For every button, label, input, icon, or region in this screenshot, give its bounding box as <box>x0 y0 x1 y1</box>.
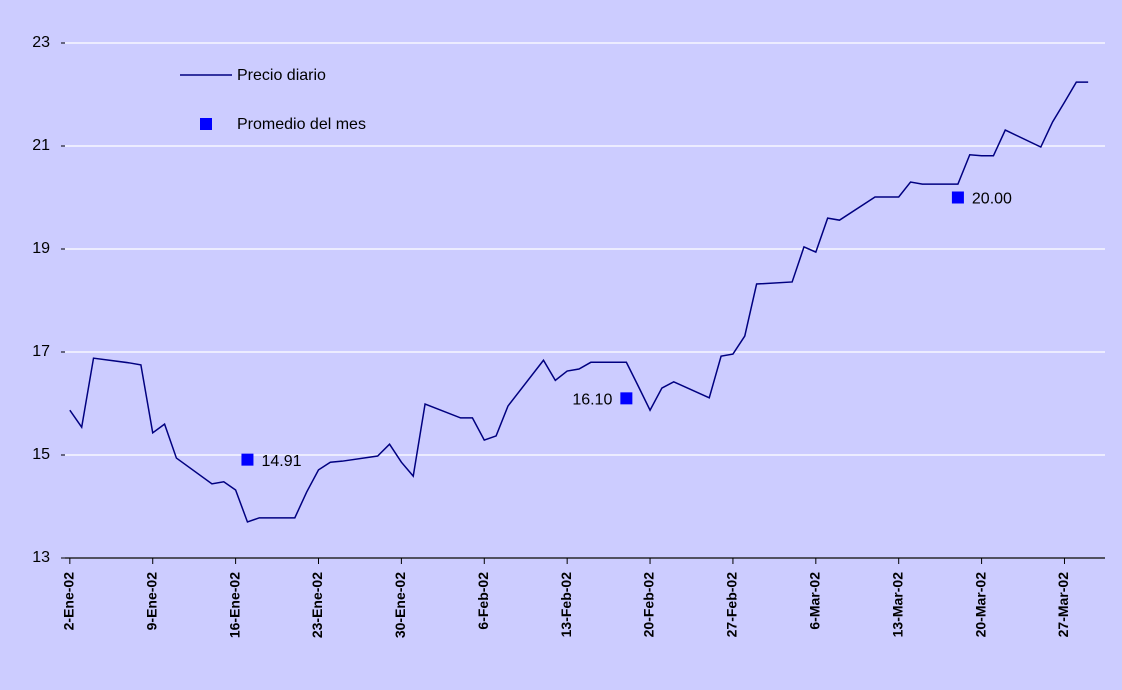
x-tick-label: 30-Ene-02 <box>392 572 408 638</box>
x-tick-label: 6-Mar-02 <box>807 572 823 630</box>
y-tick-label: 13 <box>32 549 50 566</box>
legend-label: Precio diario <box>237 67 326 84</box>
x-tick-label: 13-Mar-02 <box>889 572 905 638</box>
x-tick-label: 2-Ene-02 <box>61 572 77 631</box>
average-marker <box>620 392 633 405</box>
x-tick-label: 9-Ene-02 <box>143 572 159 631</box>
y-tick-label: 17 <box>32 343 50 360</box>
x-tick-label: 6-Feb-02 <box>475 572 491 630</box>
y-tick-label: 15 <box>32 446 50 463</box>
average-marker <box>241 453 254 466</box>
data-label: 16.10 <box>572 392 612 409</box>
x-tick-label: 16-Ene-02 <box>226 572 242 638</box>
y-tick-label: 19 <box>32 240 50 257</box>
average-marker <box>951 191 964 204</box>
legend-marker <box>200 118 212 130</box>
x-tick-label: 13-Feb-02 <box>558 572 574 638</box>
x-tick-label: 20-Feb-02 <box>641 572 657 638</box>
x-tick-label: 27-Mar-02 <box>1055 572 1071 638</box>
x-tick-label: 23-Ene-02 <box>309 572 325 638</box>
price-line <box>69 81 1089 523</box>
legend-label: Promedio del mes <box>237 116 366 133</box>
y-tick-label: 21 <box>32 137 50 154</box>
x-tick-label: 20-Mar-02 <box>972 572 988 638</box>
y-tick-label: 23 <box>32 34 50 51</box>
data-label: 20.00 <box>972 191 1012 208</box>
x-tick-label: 27-Feb-02 <box>724 572 740 638</box>
data-label: 14.91 <box>261 453 301 470</box>
